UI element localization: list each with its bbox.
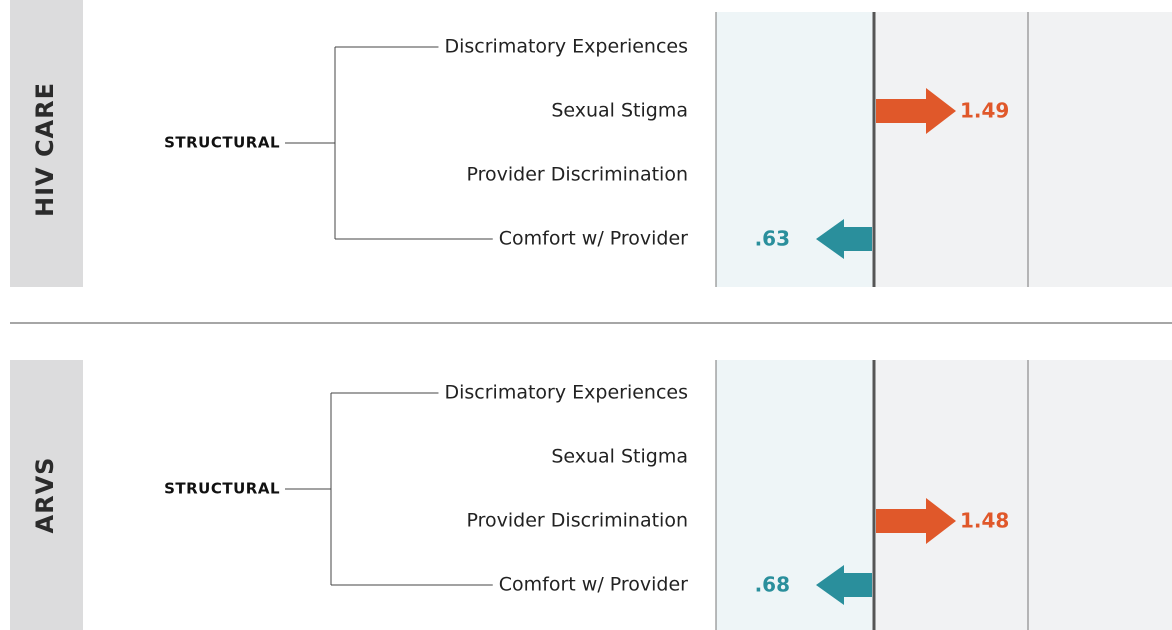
value-label: .63	[755, 227, 790, 251]
arrow	[876, 88, 956, 134]
value-label: 1.49	[960, 99, 1009, 123]
group-label: HIV CARE	[31, 82, 59, 217]
group-box	[10, 360, 83, 630]
panel-right	[1028, 12, 1172, 287]
panel-high	[874, 12, 1028, 287]
value-label: 1.48	[960, 509, 1009, 533]
arrow	[876, 498, 956, 544]
category-label: Provider Discrimination	[467, 164, 688, 186]
panel-right	[1028, 360, 1172, 630]
value-label: .68	[755, 573, 790, 597]
category-label: Comfort w/ Provider	[499, 574, 688, 596]
group-label: ARVS	[31, 457, 59, 534]
arrow	[816, 219, 872, 259]
category-label: Discrimatory Experiences	[444, 36, 688, 58]
category-label: Sexual Stigma	[551, 446, 688, 468]
level-label: STRUCTURAL	[164, 134, 280, 152]
panel-high	[874, 360, 1028, 630]
category-label: Comfort w/ Provider	[499, 228, 688, 250]
category-label: Sexual Stigma	[551, 100, 688, 122]
level-label: STRUCTURAL	[164, 480, 280, 498]
arrow	[816, 565, 872, 605]
category-label: Discrimatory Experiences	[444, 382, 688, 404]
category-label: Provider Discrimination	[467, 510, 688, 532]
group-box	[10, 0, 83, 287]
